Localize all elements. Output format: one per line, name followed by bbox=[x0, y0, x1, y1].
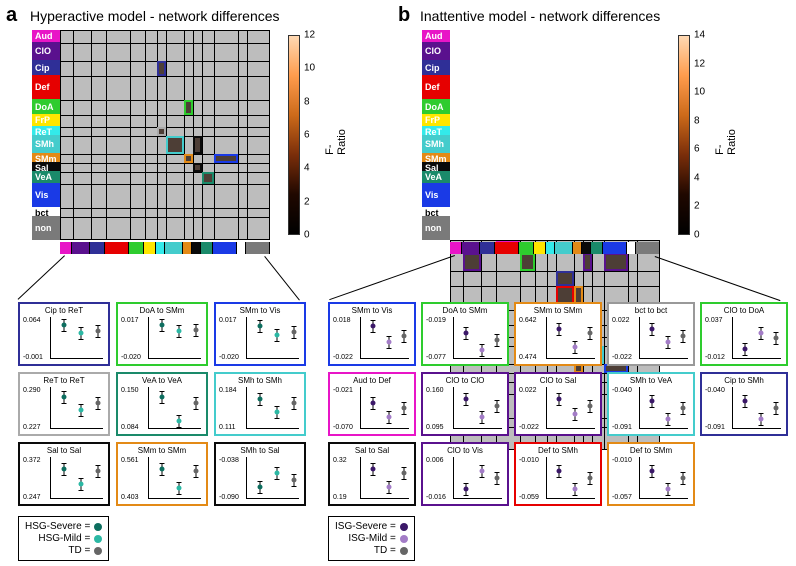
mini-ReT-to-ReT: ReT to ReT0.2900.227 bbox=[18, 372, 110, 436]
legend-dot bbox=[400, 523, 408, 531]
strip-non bbox=[636, 242, 660, 254]
strip-bct bbox=[237, 242, 246, 254]
mini-Def-to-SMm: Def to SMm-0.010-0.057 bbox=[607, 442, 695, 506]
strip-Aud bbox=[450, 242, 462, 254]
cbar-title: F-Ratio bbox=[324, 129, 348, 155]
mini-ClO-to-DoA: ClO to DoA0.037-0.012 bbox=[700, 302, 788, 366]
mini-SMm-to-Vis: SMm to Vis0.017-0.020 bbox=[214, 302, 306, 366]
heatmap-matrix bbox=[60, 30, 270, 240]
legend: ISG-Severe =ISG-Mild =TD = bbox=[328, 516, 415, 561]
strip-FrP bbox=[534, 242, 546, 254]
mini-DoA-to-SMm: DoA to SMm0.017-0.020 bbox=[116, 302, 208, 366]
net-label-DoA: DoA bbox=[422, 99, 450, 114]
strip-Cip bbox=[480, 242, 495, 254]
strip-VeA bbox=[201, 242, 213, 254]
strip-Def bbox=[495, 242, 519, 254]
mini-SMh-to-VeA: SMh to VeA-0.040-0.091 bbox=[607, 372, 695, 436]
strip-DoA bbox=[519, 242, 534, 254]
strip-SMh bbox=[165, 242, 183, 254]
mini-SMm-to-SMm: SMm to SMm0.6420.474 bbox=[514, 302, 602, 366]
net-label-Vis: Vis bbox=[422, 183, 450, 207]
legend-dot bbox=[400, 547, 408, 555]
mini-Cip-to-SMh: Cip to SMh-0.040-0.091 bbox=[700, 372, 788, 436]
strip-SMm bbox=[183, 242, 192, 254]
mini-SMm-to-SMm: SMm to SMm0.5610.403 bbox=[116, 442, 208, 506]
net-label-Vis: Vis bbox=[32, 183, 60, 207]
mini-Sal-to-Sal: Sal to Sal0.320.19 bbox=[328, 442, 416, 506]
mini-Sal-to-Sal: Sal to Sal0.3720.247 bbox=[18, 442, 110, 506]
strip-Def bbox=[105, 242, 129, 254]
mini-ClO-to-ClO: ClO to ClO0.1600.095 bbox=[421, 372, 509, 436]
strip-ReT bbox=[156, 242, 165, 254]
net-label-non: non bbox=[32, 216, 60, 240]
net-label-FrP: FrP bbox=[32, 114, 60, 126]
strip-bct bbox=[627, 242, 636, 254]
mini-SMh-to-Sal: SMh to Sal-0.038-0.090 bbox=[214, 442, 306, 506]
net-label-Def: Def bbox=[422, 75, 450, 99]
net-label-ClO: ClO bbox=[422, 42, 450, 60]
mini-VeA-to-VeA: VeA to VeA0.1500.084 bbox=[116, 372, 208, 436]
mini-Def-to-SMh: Def to SMh-0.010-0.059 bbox=[514, 442, 602, 506]
net-label-Aud: Aud bbox=[422, 30, 450, 42]
net-label-FrP: FrP bbox=[422, 114, 450, 126]
net-label-VeA: VeA bbox=[32, 171, 60, 183]
mini-SMh-to-SMh: SMh to SMh0.1840.111 bbox=[214, 372, 306, 436]
net-label-VeA: VeA bbox=[422, 171, 450, 183]
strip-VeA bbox=[591, 242, 603, 254]
strip-SMm bbox=[573, 242, 582, 254]
mini-ClO-to-Sal: ClO to Sal0.022-0.022 bbox=[514, 372, 602, 436]
legend: HSG-Severe =HSG-Mild =TD = bbox=[18, 516, 109, 561]
net-label-Cip: Cip bbox=[32, 60, 60, 75]
net-label-DoA: DoA bbox=[32, 99, 60, 114]
strip-Cip bbox=[90, 242, 105, 254]
strip-Aud bbox=[60, 242, 72, 254]
legend-dot bbox=[94, 523, 102, 531]
net-label-non: non bbox=[422, 216, 450, 240]
strip-ClO bbox=[462, 242, 480, 254]
net-label-Def: Def bbox=[32, 75, 60, 99]
strip-SMh bbox=[555, 242, 573, 254]
net-label-SMh: SMh bbox=[32, 135, 60, 153]
strip-FrP bbox=[144, 242, 156, 254]
legend-dot bbox=[94, 535, 102, 543]
net-label-Cip: Cip bbox=[422, 60, 450, 75]
strip-Vis bbox=[213, 242, 237, 254]
mini-DoA-to-SMm: DoA to SMm-0.019-0.077 bbox=[421, 302, 509, 366]
net-label-ClO: ClO bbox=[32, 42, 60, 60]
strip-Vis bbox=[603, 242, 627, 254]
strip-ClO bbox=[72, 242, 90, 254]
strip-Sal bbox=[582, 242, 591, 254]
mini-ClO-to-Vis: ClO to Vis0.006-0.016 bbox=[421, 442, 509, 506]
strip-DoA bbox=[129, 242, 144, 254]
strip-Sal bbox=[192, 242, 201, 254]
strip-non bbox=[246, 242, 270, 254]
net-label-SMh: SMh bbox=[422, 135, 450, 153]
strip-ReT bbox=[546, 242, 555, 254]
cbar-title: F-Ratio bbox=[714, 129, 738, 155]
net-label-Aud: Aud bbox=[32, 30, 60, 42]
mini-Cip-to-ReT: Cip to ReT0.064-0.001 bbox=[18, 302, 110, 366]
mini-Aud-to-Def: Aud to Def-0.021-0.070 bbox=[328, 372, 416, 436]
mini-bct-to-bct: bct to bct0.022-0.022 bbox=[607, 302, 695, 366]
legend-dot bbox=[94, 547, 102, 555]
mini-SMm-to-Vis: SMm to Vis0.018-0.022 bbox=[328, 302, 416, 366]
legend-dot bbox=[400, 535, 408, 543]
